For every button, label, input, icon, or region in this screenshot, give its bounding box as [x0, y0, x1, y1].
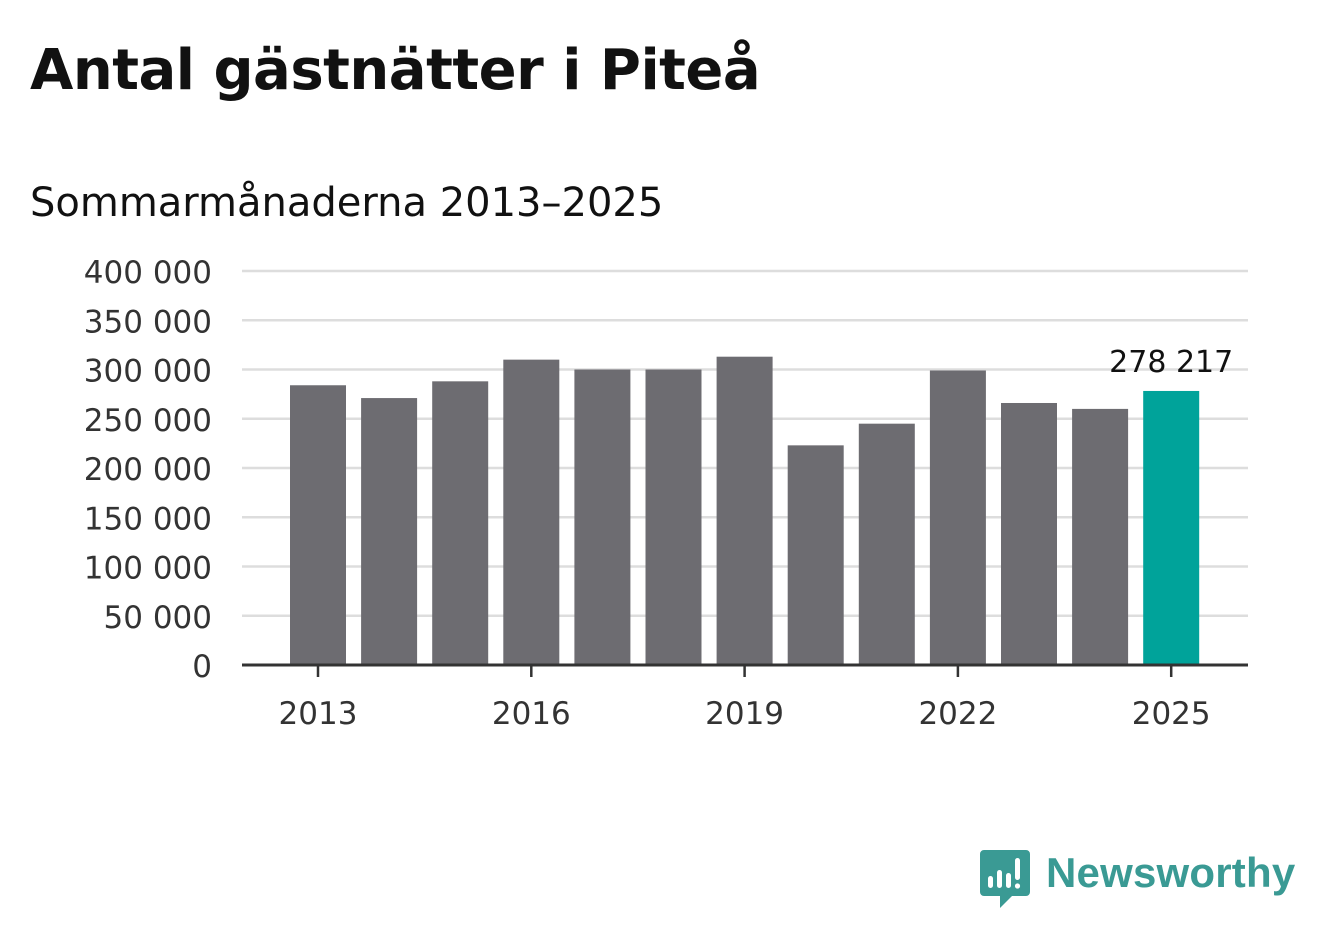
bar-chart-speech-bubble-icon: [980, 850, 1030, 908]
bar-2014: [361, 398, 418, 665]
y-tick-label: 100 000: [84, 551, 212, 587]
y-tick-label: 300 000: [84, 354, 212, 390]
highlight-value-label: 278 217: [1109, 345, 1233, 380]
x-tick-label: 2013: [279, 696, 358, 732]
bar-2021: [858, 423, 915, 665]
y-tick-label: 400 000: [84, 255, 212, 291]
data-labels: 278 217: [1109, 345, 1233, 380]
bar-chart: 0 50 000 100 000 150 000 200 000 250 000 300 0…: [84, 255, 1248, 732]
bars: [290, 356, 1200, 665]
bar-2019: [716, 356, 773, 665]
y-tick-label: 200 000: [84, 452, 212, 488]
bar-2015: [432, 381, 489, 665]
brand-name: Newsworthy: [1046, 849, 1296, 896]
chart-subtitle: Sommarmånaderna 2013–2025: [30, 180, 664, 226]
y-tick-label: 50 000: [104, 600, 212, 636]
x-tick-label: 2025: [1132, 696, 1211, 732]
newsworthy-logo: Newsworthy: [980, 849, 1296, 910]
y-tick-label: 150 000: [84, 501, 212, 537]
y-tick-label: 250 000: [84, 403, 212, 439]
bar-2016: [503, 359, 560, 665]
bar-2020: [787, 445, 844, 665]
x-tick-label: 2016: [492, 696, 571, 732]
x-axis-ticks: 2013 2016 2019 2022 2025: [279, 665, 1211, 732]
x-tick-label: 2022: [918, 696, 997, 732]
bar-2013: [290, 385, 346, 665]
bar-2018: [645, 369, 702, 665]
bar-2024: [1072, 408, 1129, 665]
bar-2022: [929, 370, 986, 665]
chart-title: Antal gästnätter i Piteå: [30, 38, 761, 103]
x-tick-label: 2019: [705, 696, 784, 732]
y-tick-label: 350 000: [84, 304, 212, 340]
bar-2017: [574, 369, 631, 665]
bar-2023: [1001, 402, 1057, 665]
y-axis-ticks: 0 50 000 100 000 150 000 200 000 250 000 300 0…: [84, 255, 212, 685]
y-tick-label: 0: [192, 649, 212, 685]
bar-2025: [1143, 390, 1200, 665]
